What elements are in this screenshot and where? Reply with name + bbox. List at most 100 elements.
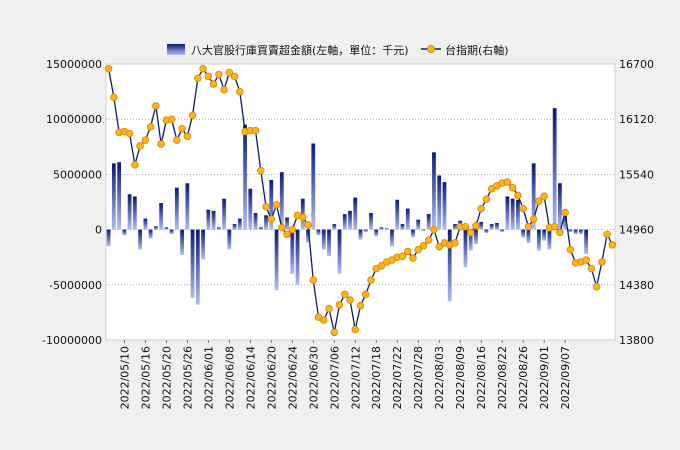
x-tick-label: 2022/07/18 bbox=[370, 346, 383, 409]
line-point bbox=[582, 256, 590, 264]
bar bbox=[185, 183, 190, 230]
bar bbox=[400, 224, 405, 230]
line-point bbox=[424, 236, 433, 244]
line-point bbox=[141, 136, 150, 144]
bar bbox=[290, 229, 295, 274]
bar bbox=[106, 229, 111, 247]
bar bbox=[316, 229, 321, 236]
x-tick-label: 2022/08/03 bbox=[433, 346, 446, 409]
line-point bbox=[430, 225, 438, 234]
line-point bbox=[519, 204, 527, 213]
line-point bbox=[157, 140, 165, 148]
line-point bbox=[435, 242, 443, 251]
line-point bbox=[608, 241, 617, 249]
x-tick-label: 2022/06/14 bbox=[244, 346, 257, 409]
bar bbox=[442, 182, 447, 230]
line-markers bbox=[104, 65, 617, 337]
bar bbox=[148, 229, 153, 239]
bar bbox=[579, 229, 583, 235]
left-y-tick-label: 5000000 bbox=[53, 168, 102, 181]
line-point bbox=[220, 85, 228, 94]
bar bbox=[138, 229, 142, 250]
line-point bbox=[178, 124, 186, 133]
bar bbox=[526, 229, 531, 243]
line-point bbox=[204, 72, 213, 81]
line-point bbox=[309, 276, 318, 284]
bar bbox=[558, 183, 562, 230]
bar bbox=[358, 229, 363, 240]
right-y-tick-label: 15540 bbox=[619, 168, 654, 181]
line-point bbox=[524, 222, 533, 231]
right-y-axis: 16700 16120 15540 14960 14380 13800 bbox=[619, 58, 654, 347]
bar bbox=[489, 224, 494, 230]
bar bbox=[479, 221, 484, 230]
line-point bbox=[304, 221, 312, 229]
right-y-tick-label: 13800 bbox=[619, 334, 654, 347]
x-tick-label: 2022/07/28 bbox=[412, 346, 425, 409]
bar bbox=[306, 229, 310, 243]
bar bbox=[552, 108, 557, 230]
bar bbox=[117, 162, 122, 230]
line-point bbox=[335, 301, 344, 309]
line-point bbox=[152, 102, 160, 110]
line-point bbox=[362, 290, 370, 299]
right-y-tick-label: 16700 bbox=[619, 58, 654, 71]
bar bbox=[531, 163, 536, 230]
line-point bbox=[272, 201, 281, 209]
line-point bbox=[110, 93, 118, 102]
x-tick-label: 2022/08/09 bbox=[454, 346, 467, 409]
x-tick-label: 2022/07/06 bbox=[328, 346, 341, 409]
line-point bbox=[104, 65, 113, 73]
line-point bbox=[419, 242, 428, 250]
line-point bbox=[503, 178, 512, 186]
line-point bbox=[325, 304, 333, 313]
bar bbox=[453, 224, 457, 230]
bar bbox=[211, 210, 216, 230]
line-point bbox=[356, 301, 365, 310]
bar bbox=[321, 229, 326, 250]
line-point bbox=[561, 208, 569, 217]
bar bbox=[374, 229, 379, 237]
line-point bbox=[414, 245, 422, 254]
line-point bbox=[230, 72, 239, 81]
bar bbox=[516, 199, 520, 230]
bar bbox=[500, 229, 505, 232]
line-point bbox=[461, 222, 470, 231]
bar bbox=[274, 229, 279, 291]
bar bbox=[484, 229, 489, 233]
bar bbox=[174, 187, 179, 230]
line-point bbox=[136, 142, 144, 150]
x-tick-label: 2022/05/10 bbox=[118, 346, 131, 409]
line-point bbox=[288, 225, 297, 234]
line-point bbox=[341, 290, 349, 299]
line-point bbox=[540, 192, 548, 201]
bar bbox=[295, 229, 300, 285]
line-point bbox=[477, 204, 485, 213]
bar bbox=[390, 229, 394, 247]
bar bbox=[222, 198, 226, 230]
line-point bbox=[125, 129, 134, 138]
bar bbox=[332, 224, 337, 230]
bar bbox=[426, 214, 431, 230]
bar bbox=[437, 175, 442, 230]
bar bbox=[279, 172, 284, 230]
bar bbox=[542, 229, 547, 241]
x-tick-label: 2022/09/07 bbox=[559, 346, 572, 409]
line-point bbox=[209, 80, 218, 88]
bar bbox=[584, 229, 589, 254]
bar bbox=[463, 229, 468, 268]
line-point bbox=[398, 252, 407, 260]
line-point bbox=[167, 115, 176, 123]
line-point bbox=[199, 65, 207, 73]
line-point bbox=[377, 262, 386, 270]
line-point bbox=[320, 316, 328, 324]
line-point bbox=[367, 276, 375, 284]
line-point bbox=[183, 132, 192, 141]
line-point bbox=[267, 215, 276, 223]
bar bbox=[369, 213, 373, 230]
bar bbox=[395, 199, 400, 230]
line-point bbox=[535, 197, 543, 205]
bar bbox=[568, 229, 573, 232]
line-point bbox=[403, 247, 412, 256]
